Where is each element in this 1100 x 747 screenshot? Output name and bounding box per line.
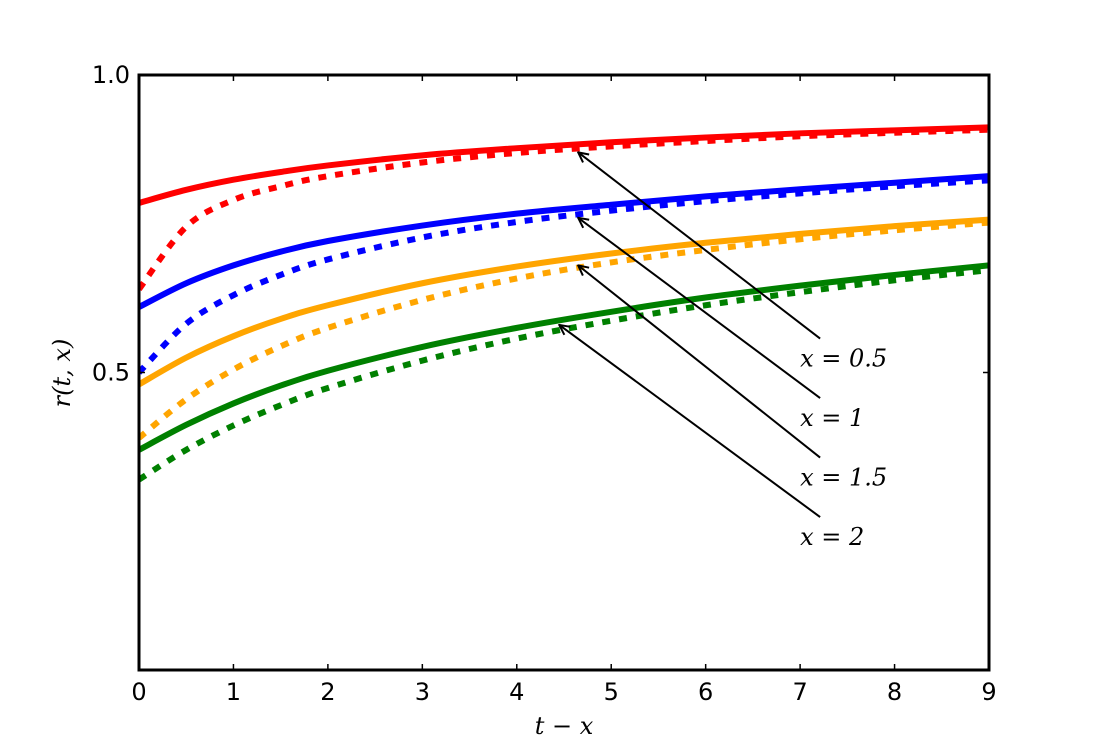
- series-line-4: [139, 177, 989, 375]
- series-line-1: [139, 124, 989, 206]
- annotation-label-3: x = 1.5: [800, 464, 887, 492]
- x-tick-label: 1: [226, 678, 241, 706]
- y-axis-label: r(t, x): [48, 339, 76, 408]
- series-line-7: [139, 262, 989, 453]
- x-tick-label: 2: [320, 678, 335, 706]
- annotation-arrow-2: [578, 218, 821, 399]
- annotation-label-2: x = 1: [800, 404, 864, 432]
- x-tick-label: 6: [698, 678, 713, 706]
- x-tick-label: 5: [604, 678, 619, 706]
- x-tick-label: 7: [792, 678, 807, 706]
- x-tick-label: 8: [887, 678, 902, 706]
- y-tick-label: 0.5: [92, 359, 130, 387]
- annotation-label-1: x = 0.5: [800, 345, 887, 373]
- series-layer: [139, 124, 989, 483]
- x-tick-label: 3: [415, 678, 430, 706]
- series-line-3: [139, 173, 989, 310]
- annotation-arrow-4: [559, 325, 821, 518]
- annotation-label-4: x = 2: [800, 523, 864, 551]
- x-tick-label: 4: [509, 678, 524, 706]
- y-tick-label: 1.0: [92, 61, 130, 89]
- x-tick-label: 9: [981, 678, 996, 706]
- annotation-arrow-3: [578, 265, 821, 459]
- series-line-8: [139, 267, 989, 483]
- tick-layer: 0 1 2 3 4 5 6 7 8 9 0.5 1.0: [92, 61, 997, 706]
- x-axis-label: t − x: [535, 712, 594, 740]
- x-tick-label: 0: [131, 678, 146, 706]
- annotations-layer: x = 0.5 x = 1 x = 1.5 x = 2: [559, 152, 887, 551]
- series-line-5: [139, 216, 989, 388]
- annotation-arrow-1: [578, 152, 821, 340]
